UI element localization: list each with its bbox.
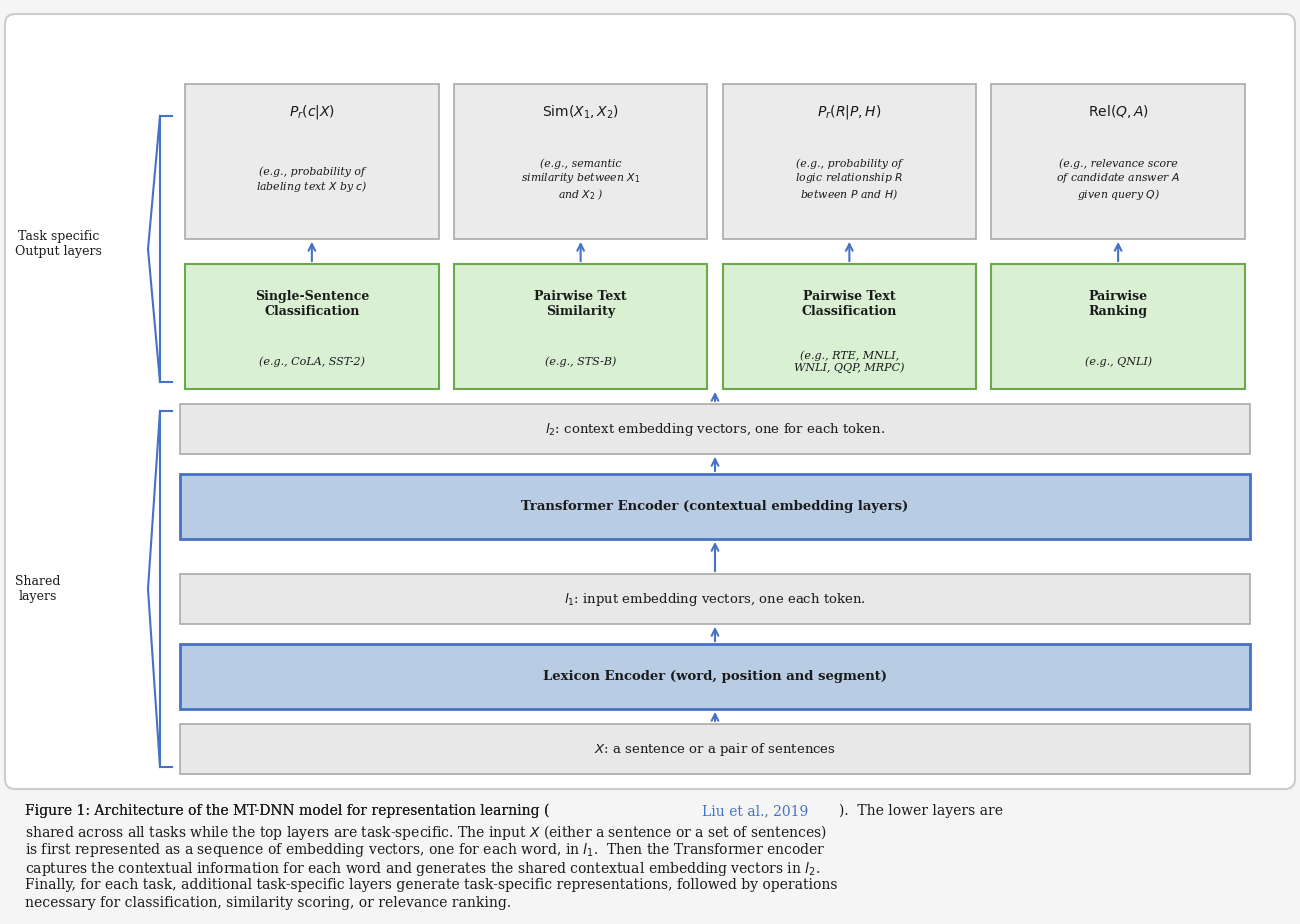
FancyBboxPatch shape [723,84,976,239]
Text: shared across all tasks while the top layers are task-specific. The input $X$ (e: shared across all tasks while the top la… [25,822,827,842]
FancyBboxPatch shape [179,574,1251,624]
FancyBboxPatch shape [454,264,707,389]
FancyBboxPatch shape [991,84,1245,239]
Text: captures the contextual information for each word and generates the shared conte: captures the contextual information for … [25,859,820,878]
Text: (e.g., RTE, MNLI,
WNLI, QQP, MRPC): (e.g., RTE, MNLI, WNLI, QQP, MRPC) [794,350,905,373]
Text: $\mathrm{Sim}(X_1, X_2)$: $\mathrm{Sim}(X_1, X_2)$ [542,103,619,121]
FancyBboxPatch shape [185,84,439,239]
Text: Transformer Encoder (contextual embedding layers): Transformer Encoder (contextual embeddin… [521,500,909,513]
FancyBboxPatch shape [454,84,707,239]
Text: (e.g., STS-B): (e.g., STS-B) [545,357,616,367]
Text: (e.g., semantic
similarity between $X_1$
and $X_2$ ): (e.g., semantic similarity between $X_1$… [521,158,641,201]
Text: Figure 1: Architecture of the MT-DNN model for representation learning (: Figure 1: Architecture of the MT-DNN mod… [25,804,550,819]
FancyBboxPatch shape [185,264,439,389]
FancyBboxPatch shape [179,404,1251,454]
FancyBboxPatch shape [179,644,1251,709]
Text: Lexicon Encoder (word, position and segment): Lexicon Encoder (word, position and segm… [543,670,887,683]
Text: (e.g., QNLI): (e.g., QNLI) [1084,356,1152,367]
Text: ).  The lower layers are: ). The lower layers are [838,804,1002,819]
Text: $l_1$: input embedding vectors, one each token.: $l_1$: input embedding vectors, one each… [564,590,866,607]
Text: (e.g., probability of
labeling text $X$ by $c$): (e.g., probability of labeling text $X$ … [256,166,368,194]
Text: Shared
layers: Shared layers [16,575,61,603]
Text: Finally, for each task, additional task-specific layers generate task-specific r: Finally, for each task, additional task-… [25,878,837,892]
Text: Pairwise Text
Classification: Pairwise Text Classification [802,290,897,318]
Text: (e.g., probability of
logic relationship $R$
between $P$ and $H$): (e.g., probability of logic relationship… [796,159,904,201]
Text: Pairwise Text
Similarity: Pairwise Text Similarity [534,290,627,318]
Text: (e.g., CoLA, SST-2): (e.g., CoLA, SST-2) [259,357,365,367]
FancyBboxPatch shape [723,264,976,389]
Text: $P_r(c|X)$: $P_r(c|X)$ [289,103,335,121]
Text: $l_2$: context embedding vectors, one for each token.: $l_2$: context embedding vectors, one fo… [545,420,885,437]
Text: Single-Sentence
Classification: Single-Sentence Classification [255,290,369,318]
Text: Task specific
Output layers: Task specific Output layers [16,230,101,258]
Text: Figure 1: Architecture of the MT-DNN model for representation learning (: Figure 1: Architecture of the MT-DNN mod… [25,804,550,819]
Text: (e.g., relevance score
of candidate answer $A$
given query $Q$): (e.g., relevance score of candidate answ… [1056,158,1180,202]
Text: Pairwise
Ranking: Pairwise Ranking [1088,290,1148,318]
Text: $\mathrm{Rel}(Q, A)$: $\mathrm{Rel}(Q, A)$ [1088,103,1149,120]
FancyBboxPatch shape [179,724,1251,774]
Text: Liu et al., 2019: Liu et al., 2019 [702,804,807,818]
FancyBboxPatch shape [991,264,1245,389]
Text: $X$: a sentence or a pair of sentences: $X$: a sentence or a pair of sentences [594,740,836,758]
Text: necessary for classification, similarity scoring, or relevance ranking.: necessary for classification, similarity… [25,896,511,910]
FancyBboxPatch shape [179,474,1251,539]
Text: $P_r(R|P, H)$: $P_r(R|P, H)$ [818,103,881,121]
FancyBboxPatch shape [5,14,1295,789]
Text: is first represented as a sequence of embedding vectors, one for each word, in $: is first represented as a sequence of em… [25,841,826,859]
